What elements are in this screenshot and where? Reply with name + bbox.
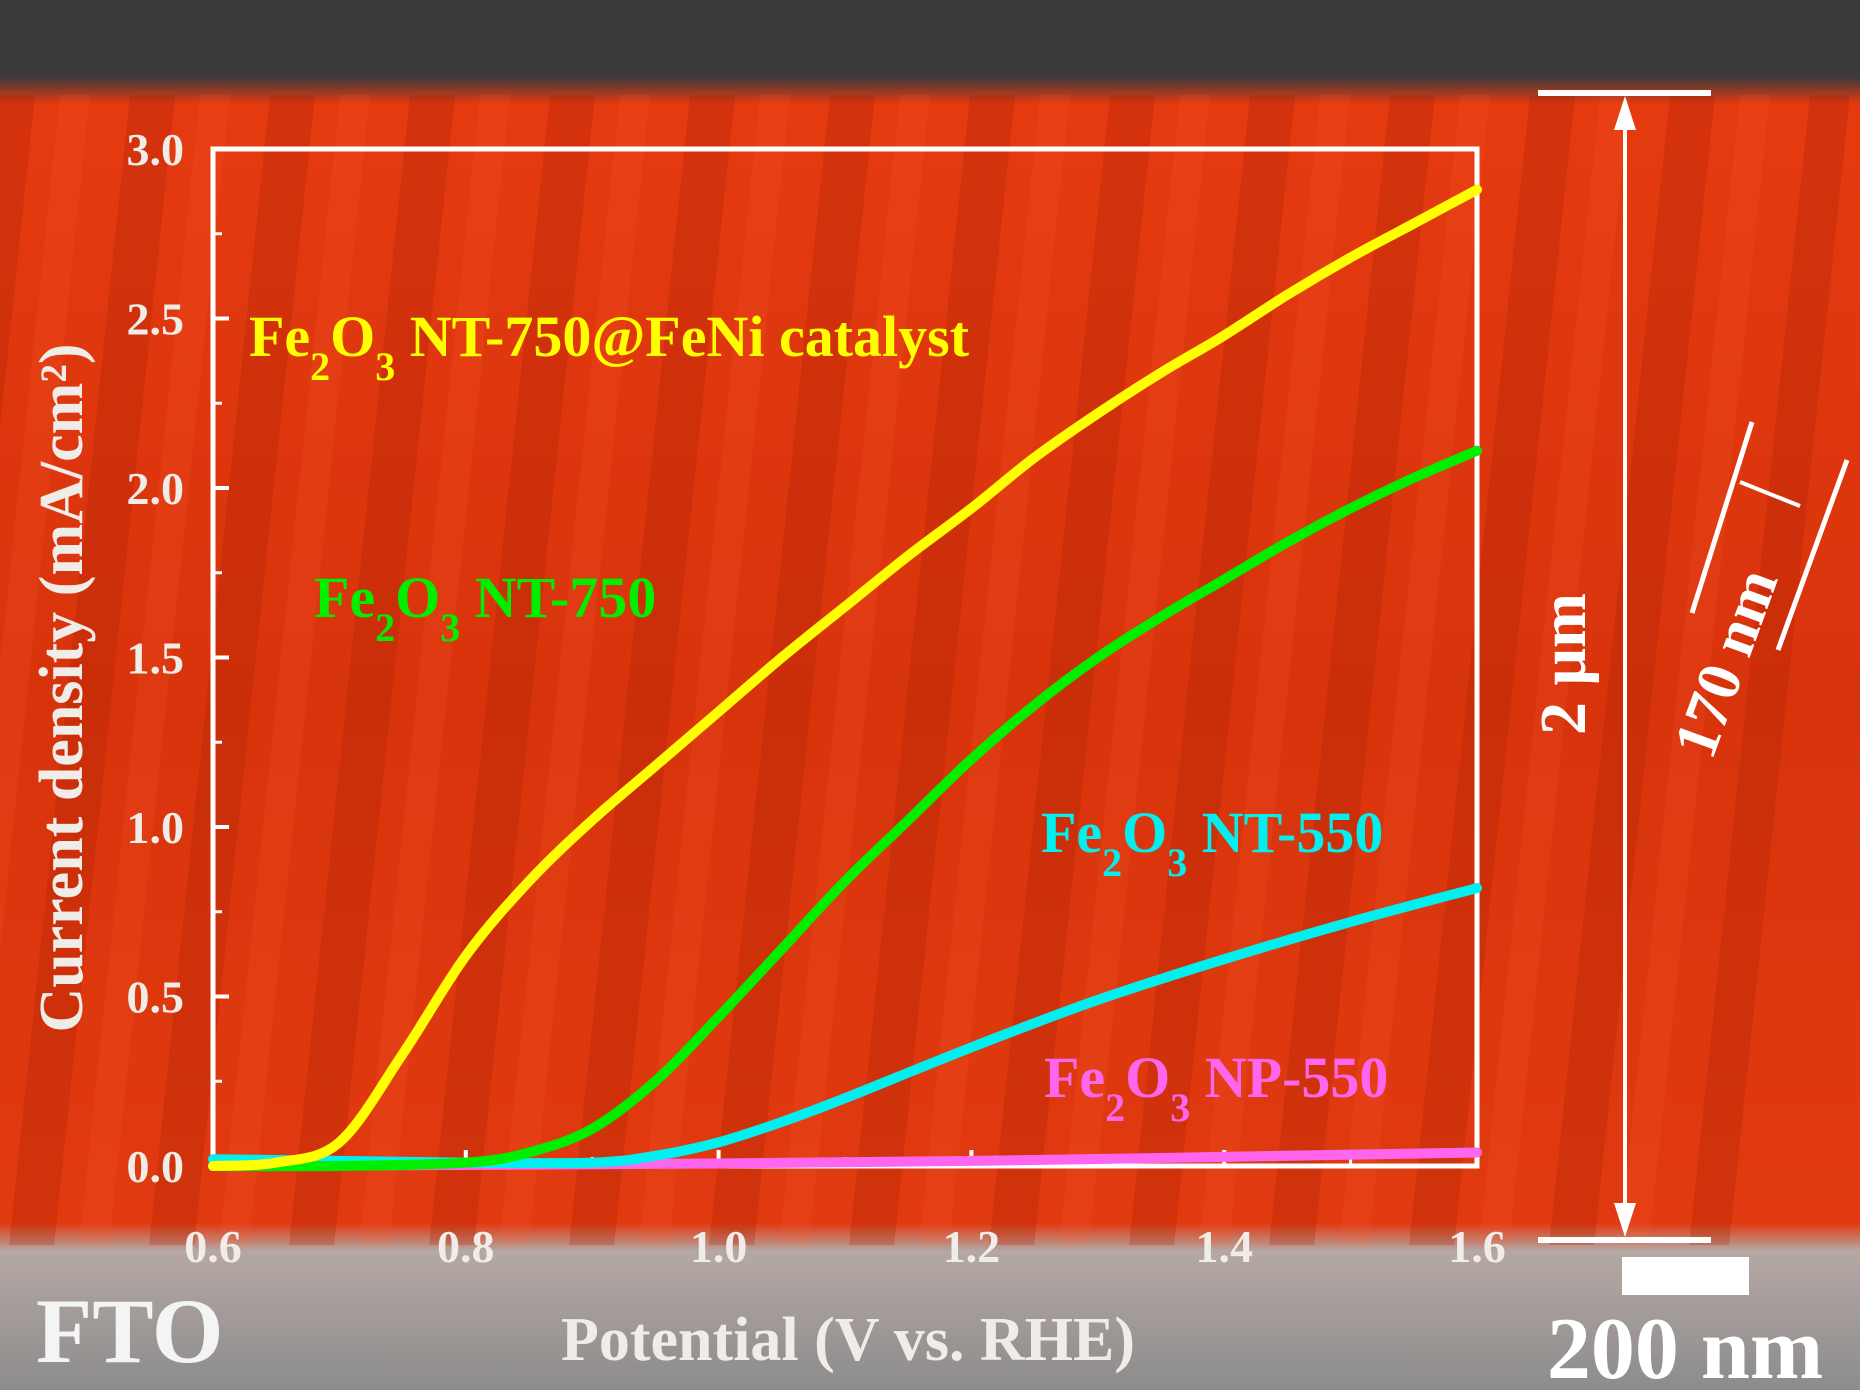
series-label: Fe2O3 NT-750@FeNi catalyst (249, 304, 970, 389)
series-label-part: O (1122, 800, 1167, 865)
series-label-part: 3 (440, 605, 460, 650)
series-label-part: 3 (375, 344, 395, 389)
scale-bar (1622, 1257, 1749, 1295)
series-label-part: 2 (310, 344, 330, 389)
series-label-part: NT-550 (1187, 800, 1383, 865)
series-line-nt-750-feni-catalyst (208, 184, 1482, 1171)
series-label-part: 3 (1167, 840, 1187, 885)
tick-group: 0.6 0.8 1.0 1.2 1.4 1.6 0.0 0.5 1.0 1.5 2.0 2.5 3.0 (127, 124, 1506, 1272)
series-label-part: Fe (1044, 1045, 1105, 1110)
series-group (208, 184, 1482, 1172)
series-label-part: NT-750 (460, 565, 656, 630)
x-tick-label: 1.0 (690, 1221, 748, 1272)
series-label-part: Fe (249, 304, 310, 369)
series-label-part: O (330, 304, 375, 369)
series-label-part: 2 (375, 605, 395, 650)
x-tick-label: 1.4 (1195, 1221, 1253, 1272)
series-label-part: O (395, 565, 440, 630)
y-tick-label: 3.0 (127, 124, 185, 175)
series-label-part: NP-550 (1190, 1045, 1388, 1110)
thickness-label: 2 μm (1527, 593, 1600, 735)
y-tick-label: 1.5 (127, 633, 185, 684)
y-tick-label: 0.0 (127, 1141, 185, 1192)
x-tick-label: 1.2 (943, 1221, 1001, 1272)
series-label-part: NT-750@FeNi catalyst (395, 304, 969, 369)
series-label-part: 2 (1102, 840, 1122, 885)
series-label-part: 3 (1170, 1085, 1190, 1130)
series-label-part: Fe (1041, 800, 1102, 865)
series-label-part: 2 (1105, 1085, 1125, 1130)
x-tick-label: 1.6 (1448, 1221, 1506, 1272)
y-tick-label: 2.5 (127, 294, 185, 345)
diameter-line-2 (1775, 459, 1850, 651)
series-line-nt-750 (208, 445, 1482, 1172)
y-tick-label: 0.5 (127, 972, 185, 1023)
nanotube-texture (0, 95, 1851, 1245)
series-label: Fe2O3 NT-550 (1041, 800, 1383, 885)
diameter-arrow (1739, 480, 1801, 508)
x-axis-title: Potential (V vs. RHE) (561, 1306, 1135, 1374)
y-axis-title: Current density (mA/cm²) (28, 344, 96, 1033)
x-tick-label: 0.6 (184, 1221, 242, 1272)
scale-bar-label: 200 nm (1547, 1301, 1823, 1390)
arrow-down-icon (1614, 1203, 1636, 1237)
series-label-part: O (1125, 1045, 1170, 1110)
arrow-up-icon (1614, 96, 1636, 130)
series-label-part: Fe (314, 565, 375, 630)
y-tick-label: 1.0 (127, 802, 185, 853)
x-tick-label: 0.8 (437, 1221, 495, 1272)
series-label: Fe2O3 NP-550 (1044, 1045, 1388, 1130)
y-tick-label: 2.0 (127, 463, 185, 514)
fto-label: FTO (36, 1280, 223, 1382)
diameter-line-1 (1689, 421, 1755, 614)
series-label: Fe2O3 NT-750 (314, 565, 656, 650)
